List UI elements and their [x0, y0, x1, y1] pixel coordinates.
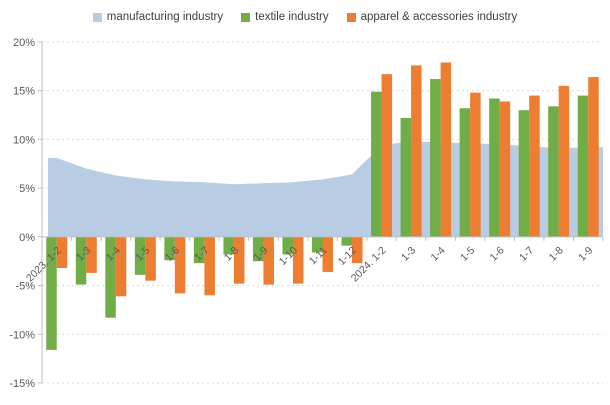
- x-axis-label: 1-5: [458, 244, 477, 263]
- bar-textile-1-3: [75, 236, 87, 285]
- y-axis-tick-label: -10%: [9, 329, 35, 341]
- bar-apparel-1-4: [115, 236, 127, 297]
- y-axis-tick-label: 20%: [13, 37, 35, 49]
- bar-apparel-2023. 1-2: [56, 236, 68, 269]
- bar-apparel-1-5: [145, 236, 156, 281]
- bar-apparel-1-12: [352, 236, 363, 264]
- bar-apparel-1-9: [263, 236, 274, 285]
- bar-apparel-1-6: [499, 101, 511, 237]
- y-axis-tick-label: 15%: [13, 86, 35, 98]
- legend-swatch-apparel-icon: [346, 12, 356, 22]
- bar-textile-1-12: [341, 236, 353, 246]
- bar-apparel-1-4: [440, 62, 452, 237]
- x-axis-label: 1-4: [429, 244, 448, 263]
- bar-apparel-1-7: [529, 95, 540, 237]
- legend-item-manufacturing: manufacturing industry: [92, 11, 224, 23]
- bar-textile-2023. 1-2: [46, 236, 57, 350]
- bar-apparel-1-3: [411, 65, 422, 237]
- bar-apparel-1-11: [322, 236, 333, 272]
- legend-label-manufacturing: manufacturing industry: [106, 11, 224, 23]
- bar-textile-1-4: [105, 236, 116, 318]
- x-axis-label: 1-6: [488, 244, 507, 263]
- legend-label-apparel: apparel & accessories industry: [360, 11, 518, 23]
- bar-textile-1-8: [223, 236, 234, 255]
- chart-legend: manufacturing industry textile industry …: [0, 8, 610, 26]
- bar-textile-1-11: [312, 236, 323, 253]
- bar-apparel-1-9: [588, 77, 599, 237]
- y-axis-tick-label: 0%: [19, 232, 35, 244]
- x-axis-label: 1-3: [399, 244, 418, 263]
- bar-textile-1-6: [164, 236, 175, 261]
- x-axis-label: 1-8: [547, 244, 566, 263]
- bar-textile-2024. 1-2: [371, 91, 382, 237]
- y-axis-tick-label: -5%: [15, 281, 35, 293]
- y-axis-tick-label: -15%: [9, 378, 35, 390]
- bar-textile-1-5: [459, 108, 471, 237]
- bar-apparel-1-7: [204, 236, 215, 296]
- bar-apparel-2024. 1-2: [381, 74, 393, 237]
- bar-apparel-1-6: [174, 236, 186, 294]
- legend-label-textile: textile industry: [255, 11, 329, 23]
- y-axis-tick-label: 5%: [19, 183, 35, 195]
- bar-apparel-1-8: [233, 236, 245, 284]
- y-axis-tick-label: 10%: [13, 134, 35, 146]
- bar-textile-1-7: [518, 110, 530, 237]
- bar-textile-1-4: [430, 79, 441, 237]
- bar-textile-1-7: [193, 236, 205, 264]
- bar-textile-1-9: [252, 236, 264, 262]
- bar-apparel-1-8: [558, 85, 570, 237]
- bar-textile-1-6: [489, 98, 500, 237]
- bar-textile-1-10: [282, 236, 293, 255]
- bar-textile-1-5: [134, 236, 146, 275]
- legend-swatch-textile-icon: [241, 12, 251, 22]
- bar-textile-1-9: [577, 95, 589, 237]
- bar-apparel-1-5: [470, 92, 481, 237]
- bar-apparel-1-3: [86, 236, 97, 273]
- legend-item-apparel: apparel & accessories industry: [346, 11, 518, 23]
- x-axis-label: 1-9: [576, 244, 595, 263]
- bar-apparel-1-10: [292, 236, 304, 284]
- legend-item-textile: textile industry: [241, 11, 329, 23]
- bar-textile-1-3: [400, 117, 412, 237]
- legend-swatch-manufacturing-icon: [92, 12, 102, 22]
- x-axis-label: 1-7: [517, 244, 536, 263]
- bar-textile-1-8: [548, 106, 559, 237]
